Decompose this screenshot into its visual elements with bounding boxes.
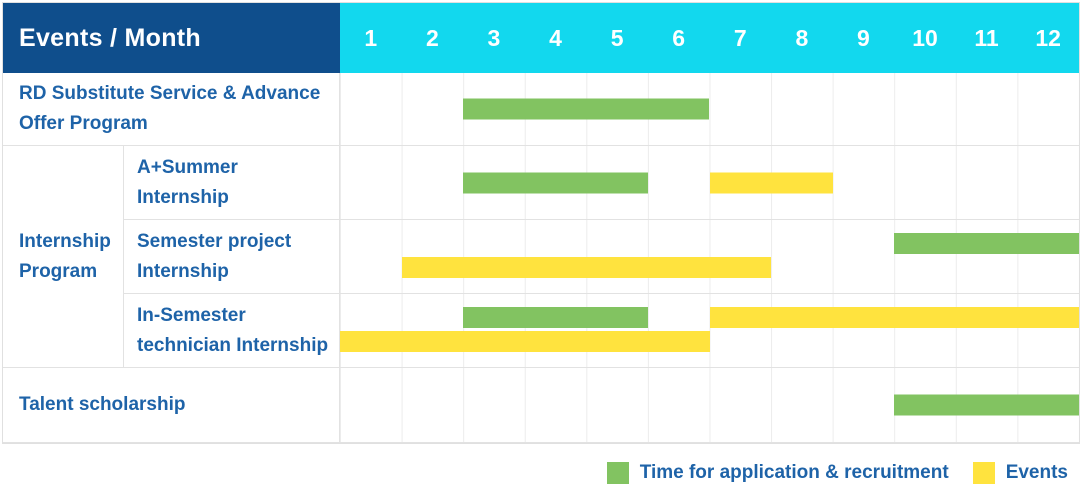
legend-label-application: Time for application & recruitment [639,462,949,483]
gantt-table: Events / Month 1 2 3 4 5 6 7 8 9 10 11 12 RD Substi… [2,2,1080,444]
row-chart-a-summer-internship [340,146,1079,220]
row-label-rd-substitute-service-advance-offer-program: RD Substitute Service & Advance Offer Pr… [3,73,340,146]
row-chart-semester-project-internship [340,220,1079,294]
bar-events-months-7-8 [709,172,833,193]
bar-application-months-10-12 [894,394,1079,416]
bar-application-months-3-5 [463,306,648,328]
application-swatch-icon [606,462,629,484]
legend-item-application: Time for application & recruitment [606,462,949,484]
table-header-title-cell: Events / Month [3,3,340,73]
row-label-talent-scholarship: Talent scholarship [3,368,340,443]
legend-item-events: Events [972,462,1068,484]
row-label-semester-project-internship: Semester project Internship [124,220,340,294]
events-swatch-icon [972,462,995,484]
row-chart-rd-substitute-service-advance-offer-program [340,73,1079,146]
month-label-3: 3 [487,24,501,51]
month-header: 1 2 3 4 5 6 7 8 9 10 11 12 [340,3,1079,73]
month-label-7: 7 [733,24,747,51]
group-label-internship-program: Internship Program [3,146,124,368]
bar-application-months-10-12 [894,232,1079,254]
month-label-8: 8 [795,24,809,51]
month-label-1: 1 [364,24,378,51]
month-label-9: 9 [857,24,870,51]
table-header-title: Events / Month [19,23,201,52]
bar-application-months-3-5 [463,172,648,193]
month-label-10: 10 [912,24,938,51]
month-label-4: 4 [549,24,562,51]
row-chart-talent-scholarship [340,368,1079,443]
bar-events-months-7-12 [709,306,1079,328]
month-label-11: 11 [974,24,999,51]
month-label-12: 12 [1035,24,1061,51]
bar-events-months-1-6 [340,330,710,352]
month-label-5: 5 [610,24,624,51]
row-chart-in-semester-technician-internship [340,294,1079,368]
month-label-2: 2 [425,24,439,51]
month-label-6: 6 [672,24,686,51]
legend-label-events: Events [1005,462,1068,483]
bar-application-months-3-6 [463,98,710,120]
legend: Time for application & recruitment Event… [606,462,1068,484]
bar-events-months-2-7 [401,256,772,278]
row-label-a-summer-internship: A+Summer Internship [124,146,340,220]
row-label-in-semester-technician-internship: In-Semester technician Internship [124,294,340,368]
